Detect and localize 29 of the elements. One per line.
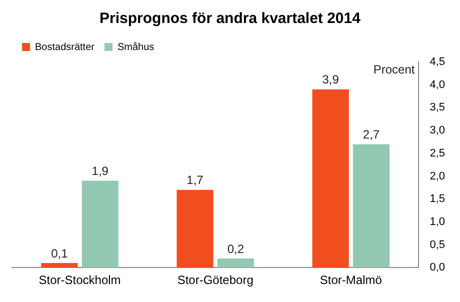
y-tick-label: 2,0 [430,170,446,182]
chart-title: Prisprognos för andra kvartalet 2014 [100,10,362,28]
y-tick-label: 3,5 [430,102,446,114]
y-tick-label: 3,0 [430,124,446,137]
x-tick-label: Stor-Malmö [320,273,382,288]
y-tick-label: 1,5 [430,193,446,206]
data-label: 1,7 [186,173,204,188]
data-label: 1,9 [92,164,109,178]
bar [217,258,254,268]
y-tick-label: 1,0 [430,216,446,228]
legend-label: Bostadsrätter [35,42,96,53]
data-label: 0,1 [51,246,68,260]
legend-label: Småhus [117,40,154,53]
bar [312,89,349,268]
y-tick-label: 2,5 [430,147,446,160]
bar [352,144,390,268]
y-tick-label: 4,0 [430,78,446,91]
y-tick-label: 0,0 [430,262,446,274]
y-tick-label: 4,5 [430,56,446,68]
bar [82,180,118,268]
bar [176,190,214,268]
x-tick-label: Stor-Stockholm [38,273,121,288]
x-tick-label: Stor-Göteborg [177,273,254,288]
y-tick-label: 0,5 [430,238,446,251]
y-axis-title: Procent [373,62,416,76]
bar [41,263,78,268]
data-label: 2,7 [362,128,380,142]
data-label: 0,2 [227,242,244,256]
data-label: 3,9 [322,72,340,87]
